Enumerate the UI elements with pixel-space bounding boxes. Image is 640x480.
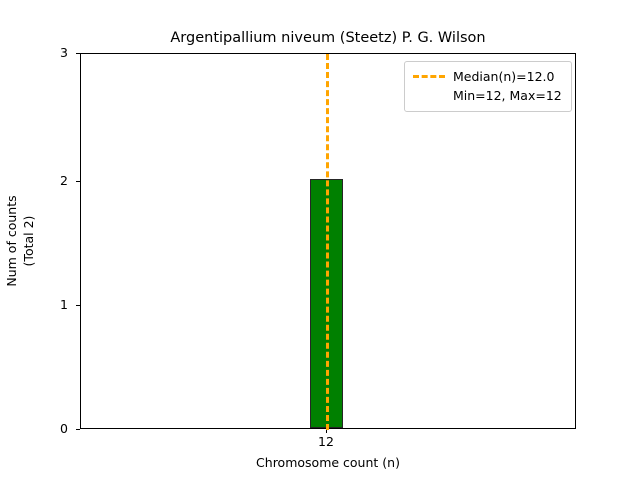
legend-item-median: Median(n)=12.0	[412, 67, 564, 86]
y-tick-mark-2	[76, 181, 80, 182]
y-tick-mark-1	[76, 305, 80, 306]
dashed-line-icon	[412, 67, 446, 86]
x-tick-label-12: 12	[318, 434, 334, 449]
y-tick-mark-0	[76, 429, 80, 430]
y-tick-label-0: 0	[60, 421, 68, 436]
x-tick-mark-12	[326, 429, 327, 433]
y-tick-label-1: 1	[60, 297, 68, 312]
plot-area	[80, 53, 576, 430]
y-axis-label: Num of counts (Total 2)	[0, 53, 40, 429]
y-axis-label-line-1: Num of counts	[4, 195, 19, 287]
legend-key-empty	[412, 86, 446, 105]
legend-label-minmax: Min=12, Max=12	[453, 88, 562, 103]
legend: Median(n)=12.0 Min=12, Max=12	[404, 61, 572, 112]
y-tick-mark-3	[76, 53, 80, 54]
x-axis-label: Chromosome count (n)	[256, 455, 400, 470]
median-vline	[326, 54, 329, 430]
legend-label-median: Median(n)=12.0	[453, 69, 555, 84]
y-axis-label-line-2: (Total 2)	[21, 215, 36, 267]
y-tick-label-2: 2	[60, 173, 68, 188]
y-tick-label-3: 3	[60, 45, 68, 60]
page-title: Argentipallium niveum (Steetz) P. G. Wil…	[170, 30, 486, 46]
legend-item-minmax: Min=12, Max=12	[412, 86, 564, 105]
